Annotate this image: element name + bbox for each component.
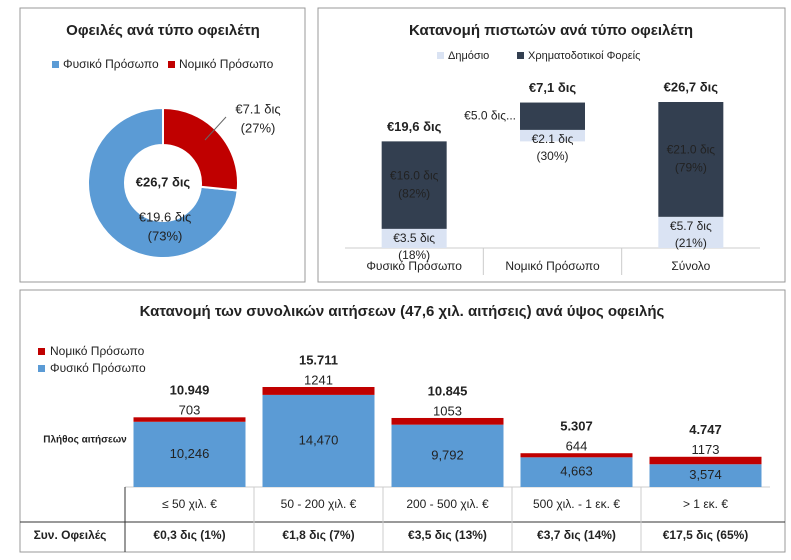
percent-label: (82%) — [398, 186, 430, 200]
bar-segment — [391, 424, 504, 487]
x-tick-label: ≤ 50 χιλ. € — [162, 497, 217, 511]
bar-segment — [520, 129, 585, 142]
total-label: 4.747 — [689, 422, 722, 437]
total-label: 10.845 — [428, 383, 468, 398]
data-label: €3.5 δις — [393, 231, 435, 245]
legend-swatch — [517, 52, 524, 59]
percent-label: (30%) — [536, 149, 568, 163]
percent-label: (27%) — [241, 120, 276, 135]
data-label: 1053 — [433, 403, 462, 418]
legend-label: Νομικό Πρόσωπο — [50, 344, 145, 358]
x-tick-label: > 1 εκ. € — [683, 497, 728, 511]
legend-swatch — [38, 348, 45, 355]
data-label: €5.7 δις — [670, 219, 712, 233]
x-tick-label: Νομικό Πρόσωπο — [505, 259, 600, 273]
total-label: 15.711 — [299, 352, 338, 367]
x-tick-label: Σύνολο — [671, 259, 710, 273]
x-tick-label: Φυσικό Πρόσωπο — [366, 259, 462, 273]
x-tick-label: 200 - 500 χιλ. € — [406, 497, 489, 511]
bar-segment — [649, 456, 762, 465]
bar-segment — [658, 102, 724, 217]
data-label: €16.0 δις — [390, 168, 439, 182]
pie-slice — [87, 106, 239, 259]
total-label: €7,1 δις — [529, 80, 576, 95]
bar-segment — [658, 216, 724, 248]
legend-swatch — [168, 61, 175, 68]
data-label: 14,470 — [299, 432, 339, 447]
total-label: 10.949 — [170, 383, 210, 398]
data-label: €2.1 δις — [532, 132, 574, 146]
legend-swatch — [38, 365, 45, 372]
table-cell: €3,7 δις (14%) — [537, 528, 616, 542]
data-label: 4,663 — [560, 464, 593, 479]
bar-segment — [133, 421, 246, 487]
x-tick-label: 50 - 200 χιλ. € — [281, 497, 357, 511]
legend-swatch — [437, 52, 444, 59]
panel — [19, 289, 786, 553]
bar-segment — [391, 417, 504, 425]
bar-segment — [381, 228, 447, 248]
bar-segment — [649, 464, 762, 487]
legend-label: Φυσικό Πρόσωπο — [63, 57, 159, 71]
table-cell: €1,8 δις (7%) — [282, 528, 354, 542]
data-label: 644 — [566, 439, 588, 454]
bar-segment — [520, 457, 633, 487]
panel — [19, 7, 306, 283]
percent-label: (21%) — [675, 236, 707, 250]
data-label: 1173 — [692, 442, 720, 457]
bar-segment — [520, 102, 585, 130]
leader-line — [204, 116, 227, 141]
legend-swatch — [52, 61, 59, 68]
chart-title: Οφειλές ανά τύπο οφειλέτη — [66, 22, 260, 39]
bar-segment — [262, 394, 375, 487]
pie-slice — [162, 106, 239, 192]
chart-title: Κατανομή των συνολικών αιτήσεων (47,6 χι… — [140, 303, 665, 320]
percent-label: (73%) — [148, 228, 183, 243]
bar-segment — [262, 387, 375, 395]
table-cell: €17,5 δις (65%) — [663, 528, 749, 542]
data-label: 703 — [179, 403, 201, 418]
data-label: €21.0 δις — [667, 143, 716, 157]
data-label: 3,574 — [689, 467, 722, 482]
percent-label: (79%) — [675, 161, 707, 175]
panel — [317, 7, 786, 283]
data-label: €19.6 δις — [139, 209, 192, 224]
x-tick-label: 500 χιλ. - 1 εκ. € — [533, 497, 620, 511]
bar-segment — [381, 141, 447, 229]
table-cell: €3,5 δις (13%) — [408, 528, 487, 542]
table-cell: €0,3 δις (1%) — [153, 528, 225, 542]
data-label: 10,246 — [170, 446, 210, 461]
center-label: €26,7 δις — [136, 174, 191, 189]
legend-label: Δημόσιο — [448, 50, 489, 62]
table-header: Συν. Οφειλές — [34, 528, 107, 542]
chart-title: Κατανομή πιστωτών ανά τύπο οφειλέτη — [409, 22, 693, 39]
percent-label: (18%) — [398, 248, 430, 262]
data-label: 1241 — [304, 372, 333, 387]
data-label: €7.1 δις — [235, 101, 280, 116]
data-label: €5.0 δις... — [464, 108, 516, 122]
total-label: €19,6 δις — [387, 119, 442, 134]
bar-segment — [133, 417, 246, 422]
data-label: 9,792 — [431, 447, 464, 462]
legend-label: Φυσικό Πρόσωπο — [50, 361, 146, 375]
bar-segment — [520, 453, 633, 458]
y-axis-label: Πλήθος αιτήσεων — [43, 435, 127, 446]
legend-label: Νομικό Πρόσωπο — [179, 57, 274, 71]
total-label: €26,7 δις — [664, 79, 719, 94]
legend-label: Χρηματοδοτικοί Φορείς — [528, 50, 640, 62]
total-label: 5.307 — [560, 419, 593, 434]
